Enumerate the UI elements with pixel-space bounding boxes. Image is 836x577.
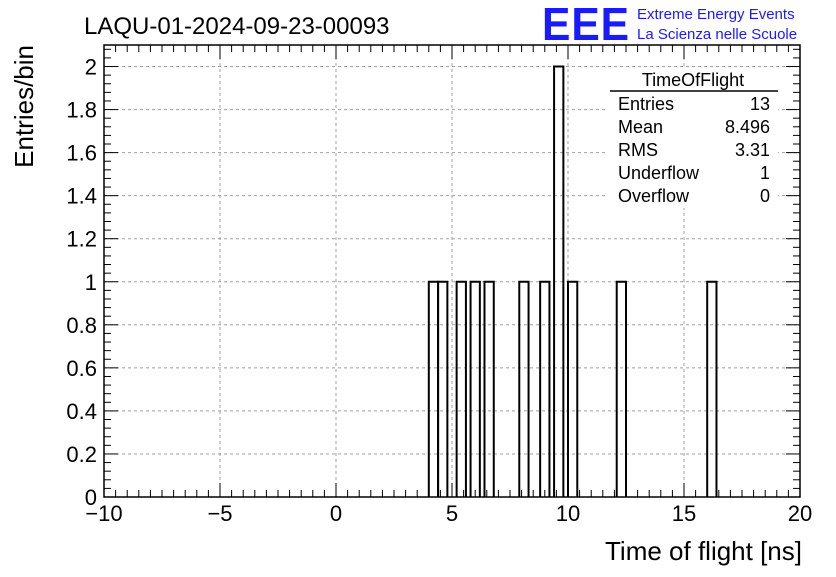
histogram-bin xyxy=(553,65,565,497)
x-tick-label: 20 xyxy=(788,501,812,526)
stats-label-mean: Mean xyxy=(618,117,663,137)
y-axis-label: Entries/bin xyxy=(9,45,39,168)
stats-box-title: TimeOfFlight xyxy=(642,70,744,90)
histogram-bin xyxy=(567,280,579,497)
stats-label-underflow: Underflow xyxy=(618,163,700,183)
x-tick-label: 5 xyxy=(446,501,458,526)
histogram-bins xyxy=(427,65,718,497)
stats-label-overflow: Overflow xyxy=(618,186,690,206)
histogram-bin xyxy=(469,280,481,497)
grid-layer xyxy=(104,45,800,497)
x-tick-label: 10 xyxy=(556,501,580,526)
y-tick-label: 1.6 xyxy=(66,141,97,166)
histogram-bin xyxy=(615,280,627,497)
x-axis-label: Time of flight [ns] xyxy=(605,536,802,566)
eee-logo: EEE xyxy=(542,0,630,50)
stats-value-overflow: 0 xyxy=(760,186,770,206)
run-title: LAQU-01-2024-09-23-00093 xyxy=(84,13,390,40)
y-tick-label: 0 xyxy=(85,485,97,510)
stats-value-rms: 3.31 xyxy=(735,140,770,160)
histogram-bin xyxy=(518,280,530,497)
histogram-bin xyxy=(483,280,495,497)
stats-value-entries: 13 xyxy=(750,94,770,114)
y-tick-label: 1 xyxy=(85,270,97,295)
stats-label-entries: Entries xyxy=(618,94,674,114)
x-tick-label: −5 xyxy=(207,501,232,526)
histogram-bin xyxy=(539,280,551,497)
histogram-bin xyxy=(455,280,467,497)
x-tick-label: 0 xyxy=(330,501,342,526)
y-tick-label: 1.2 xyxy=(66,227,97,252)
stats-label-rms: RMS xyxy=(618,140,658,160)
y-tick-label: 1.8 xyxy=(66,98,97,123)
y-tick-label: 1.4 xyxy=(66,184,97,209)
x-tick-label: −10 xyxy=(85,501,122,526)
y-tick-label: 0.4 xyxy=(66,399,97,424)
y-tick-label: 0.6 xyxy=(66,356,97,381)
logo-line-2: La Scienza nelle Scuole xyxy=(637,26,797,43)
axis-ticks xyxy=(103,45,801,498)
stats-value-mean: 8.496 xyxy=(725,117,770,137)
y-tick-label: 0.8 xyxy=(66,313,97,338)
y-tick-label: 2 xyxy=(85,55,97,80)
histogram-bin xyxy=(437,280,449,497)
y-tick-label: 0.2 xyxy=(66,442,97,467)
stats-box: TimeOfFlight Entries 13 Mean 8.496 RMS 3… xyxy=(608,68,778,208)
logo-line-1: Extreme Energy Events xyxy=(637,6,795,23)
stats-value-underflow: 1 xyxy=(760,163,770,183)
histogram-bin xyxy=(427,280,440,497)
x-tick-label: 15 xyxy=(672,501,696,526)
histogram-bin xyxy=(706,280,718,497)
